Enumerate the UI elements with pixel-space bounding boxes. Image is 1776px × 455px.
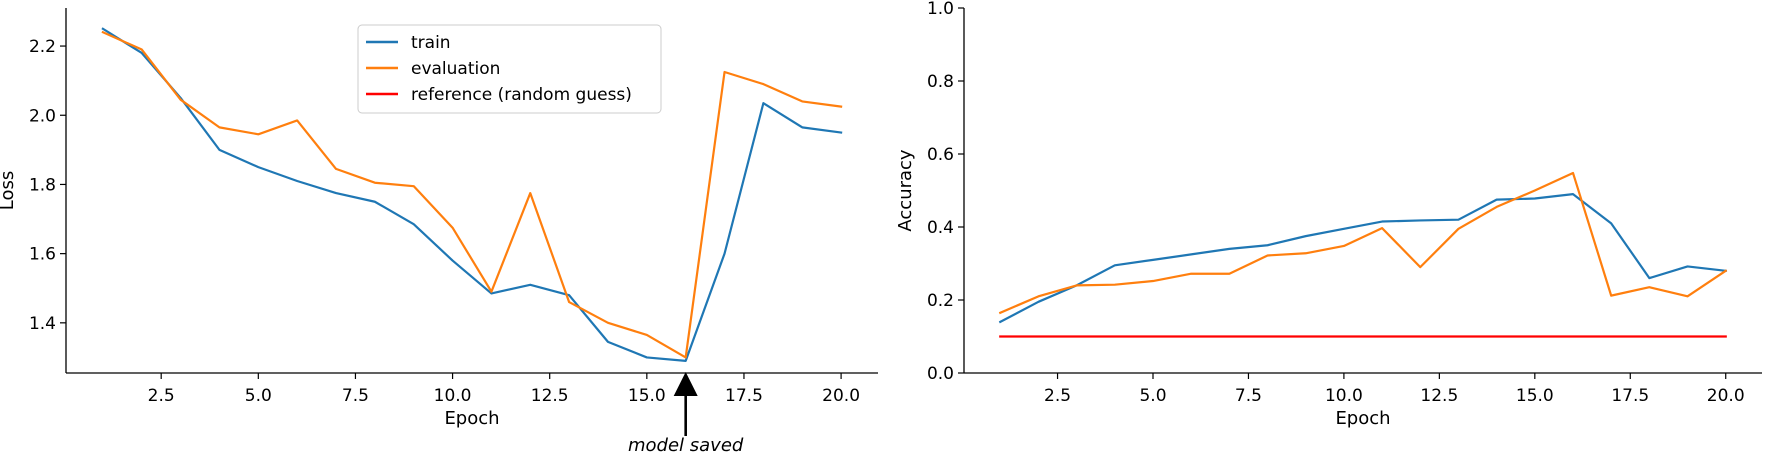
x-tick-label: 10.0 (1325, 386, 1363, 406)
x-axis-label: Epoch (444, 408, 499, 429)
x-tick-label: 7.5 (1235, 386, 1262, 406)
x-tick-label: 20.0 (822, 386, 860, 406)
y-axis-label: Accuracy (895, 149, 916, 232)
series-line-evaluation (998, 171, 1728, 315)
x-tick-label: 20.0 (1707, 386, 1745, 406)
annotation-arrow-head (673, 372, 698, 396)
series-line-evaluation (101, 30, 843, 359)
legend-label-reference: reference (random guess) (411, 85, 632, 105)
y-tick-label: 1.6 (29, 245, 56, 265)
x-tick-label: 17.5 (725, 386, 763, 406)
y-tick-label: 0.6 (927, 145, 954, 165)
y-tick-label: 1.8 (29, 175, 56, 195)
y-tick-label: 2.0 (29, 106, 56, 126)
x-tick-label: 17.5 (1611, 386, 1649, 406)
y-tick-label: 2.2 (29, 37, 56, 57)
y-tick-label: 1.4 (29, 314, 56, 334)
series-line-train (998, 193, 1727, 324)
y-tick-label: 1.0 (927, 0, 954, 19)
x-tick-label: 10.0 (434, 386, 472, 406)
y-axis-label: Loss (0, 171, 18, 210)
x-tick-label: 5.0 (245, 386, 272, 406)
legend-label-train: train (411, 33, 451, 53)
series-line-train (101, 27, 843, 362)
loss-chart: 2.5 5.0 7.5 10.0 12.5 15.0 17.5 20.0 1.4 1.6 1.8 2.… (0, 8, 878, 455)
x-axis-label: Epoch (1335, 408, 1390, 429)
x-tick-label: 15.0 (628, 386, 666, 406)
x-tick-label: 15.0 (1516, 386, 1554, 406)
x-tick-label: 12.5 (531, 386, 569, 406)
y-tick-label: 0.4 (927, 218, 954, 238)
y-tick-label: 0.8 (927, 72, 954, 92)
legend-box (357, 24, 662, 114)
legend-label-evaluation: evaluation (411, 59, 500, 79)
x-tick-label: 2.5 (1044, 386, 1071, 406)
x-tick-label: 7.5 (342, 386, 369, 406)
x-tick-label: 5.0 (1139, 386, 1166, 406)
accuracy-chart: 2.5 5.0 7.5 10.0 12.5 15.0 17.5 20.0 0.0 0.2 0.4 0.… (895, 0, 1762, 429)
x-tick-label: 2.5 (148, 386, 175, 406)
annotation-label: model saved (628, 435, 744, 455)
x-tick-label: 12.5 (1420, 386, 1458, 406)
y-tick-label: 0.0 (927, 364, 954, 384)
y-tick-label: 0.2 (927, 291, 954, 311)
